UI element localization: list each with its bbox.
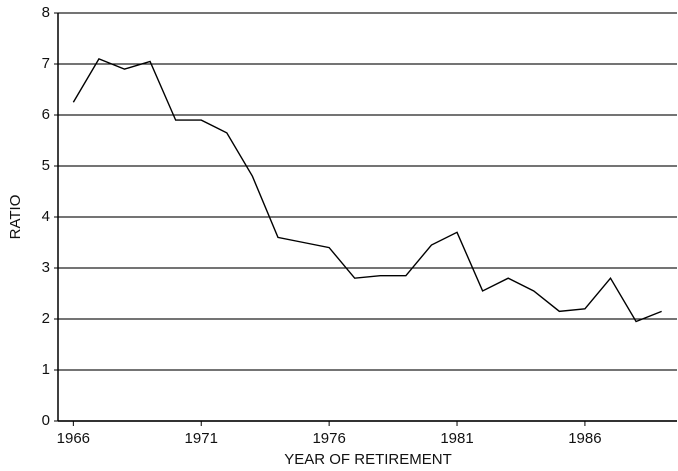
y-axis-label: RATIO xyxy=(7,195,24,240)
y-tick-label: 5 xyxy=(42,157,50,174)
x-tick-label: 1981 xyxy=(440,430,473,447)
y-tick-label: 3 xyxy=(42,259,50,276)
x-tick-label: 1976 xyxy=(312,430,345,447)
y-tick-label: 4 xyxy=(42,208,50,225)
x-axis-label: YEAR OF RETIREMENT xyxy=(284,451,452,468)
y-tick-label: 2 xyxy=(42,310,50,327)
x-tick-label: 1966 xyxy=(57,430,90,447)
y-tick-label: 7 xyxy=(42,55,50,72)
y-tick-label: 0 xyxy=(42,412,50,429)
y-tick-label: 6 xyxy=(42,106,50,123)
x-tick-label: 1971 xyxy=(185,430,218,447)
data-line xyxy=(72,58,662,323)
x-tick-label: 1986 xyxy=(568,430,601,447)
y-tick-label: 8 xyxy=(42,4,50,21)
y-tick-label: 1 xyxy=(42,361,50,378)
